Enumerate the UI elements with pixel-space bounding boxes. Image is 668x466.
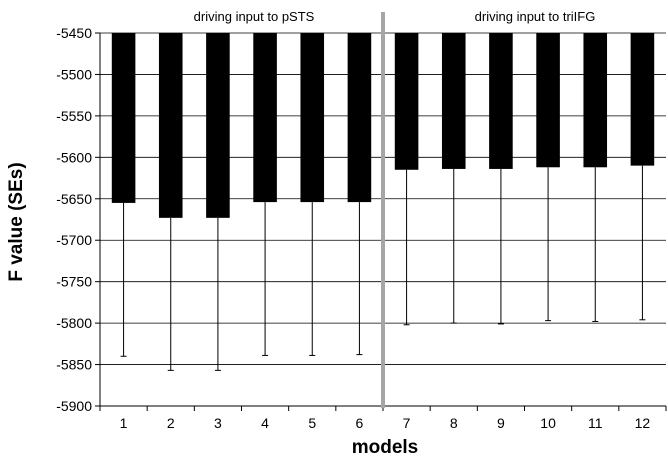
error-bars <box>120 165 646 371</box>
bar <box>536 33 560 168</box>
y-tick-label: -5450 <box>56 25 92 41</box>
x-tick-label: 3 <box>214 415 222 431</box>
bar <box>394 33 419 170</box>
y-axis-title: F value (SEs) <box>6 162 27 281</box>
bars <box>111 33 655 218</box>
x-tick-label: 4 <box>261 415 269 431</box>
x-tick-labels: 1 2 3 4 5 6 7 8 9 10 11 12 <box>120 415 651 431</box>
y-tick-label: -5700 <box>56 232 92 248</box>
bar <box>158 33 183 218</box>
bar <box>583 33 608 168</box>
panel-label-triIFG: driving input to triIFG <box>475 9 596 24</box>
bar <box>489 33 513 169</box>
bar <box>206 33 230 218</box>
y-tick-label: -5850 <box>56 357 92 373</box>
bar <box>111 33 136 203</box>
y-tick-label: -5750 <box>56 274 92 290</box>
panel-label-pSTS: driving input to pSTS <box>194 9 315 24</box>
x-tick-label: 8 <box>450 415 458 431</box>
x-axis-title: models <box>352 437 419 458</box>
y-tick-label: -5900 <box>56 398 92 414</box>
bar <box>300 33 325 203</box>
bar <box>347 33 372 203</box>
x-tick-label: 12 <box>635 415 651 431</box>
x-tick-label: 7 <box>403 415 411 431</box>
x-tick-label: 11 <box>588 415 603 431</box>
bar <box>630 33 655 166</box>
y-tick-label: -5650 <box>56 191 92 207</box>
bar <box>441 33 466 169</box>
y-tick-label: -5550 <box>56 108 92 124</box>
y-tick-labels: -5450 -5500 -5550 -5600 -5650 -5700 -5750 -5800… <box>56 25 92 414</box>
axes <box>95 12 667 411</box>
bar <box>253 33 277 203</box>
x-tick-label: 2 <box>167 415 175 431</box>
y-tick-label: -5500 <box>56 66 92 82</box>
y-tick-label: -5600 <box>56 149 92 165</box>
y-tick-label: -5800 <box>56 315 92 331</box>
x-tick-label: 5 <box>308 415 316 431</box>
x-tick-label: 10 <box>540 415 556 431</box>
x-tick-label: 9 <box>497 415 505 431</box>
x-tick-label: 6 <box>356 415 364 431</box>
x-tick-label: 1 <box>120 415 128 431</box>
